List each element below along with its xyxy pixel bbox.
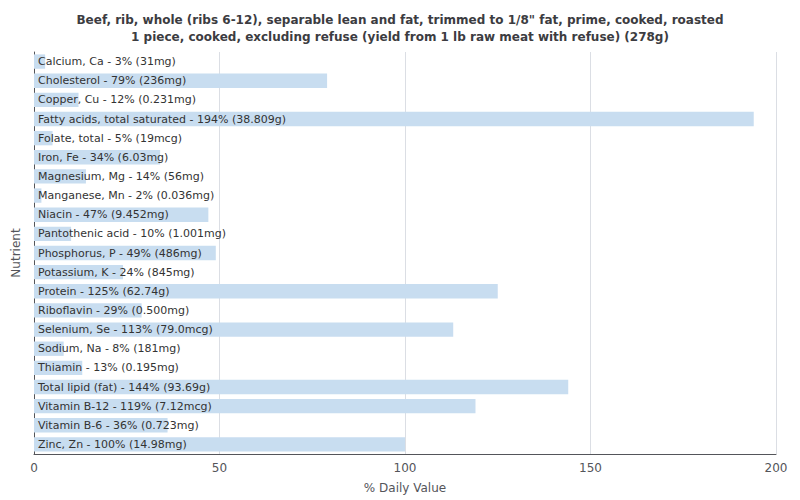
svg-text:0: 0 [30, 461, 38, 475]
svg-text:Phosphorus, P - 49% (486mg): Phosphorus, P - 49% (486mg) [38, 247, 202, 260]
svg-text:% Daily Value: % Daily Value [364, 481, 446, 495]
svg-text:Vitamin B-12 - 119% (7.12mcg): Vitamin B-12 - 119% (7.12mcg) [38, 400, 212, 413]
svg-text:Iron, Fe - 34% (6.03mg): Iron, Fe - 34% (6.03mg) [38, 151, 168, 164]
svg-text:Riboflavin - 29% (0.500mg): Riboflavin - 29% (0.500mg) [38, 304, 189, 317]
svg-text:Pantothenic acid - 10% (1.001m: Pantothenic acid - 10% (1.001mg) [38, 227, 226, 240]
svg-text:Vitamin B-6 - 36% (0.723mg): Vitamin B-6 - 36% (0.723mg) [38, 419, 199, 432]
svg-text:Selenium, Se - 113% (79.0mcg): Selenium, Se - 113% (79.0mcg) [38, 323, 213, 336]
svg-text:100: 100 [394, 461, 417, 475]
svg-text:200: 200 [765, 461, 788, 475]
svg-text:50: 50 [212, 461, 227, 475]
svg-text:Total lipid (fat) - 144% (93.6: Total lipid (fat) - 144% (93.69g) [37, 381, 210, 394]
svg-text:1 piece, cooked, excluding ref: 1 piece, cooked, excluding refuse (yield… [131, 30, 669, 44]
svg-text:Beef, rib, whole (ribs 6-12),: Beef, rib, whole (ribs 6-12), separable … [76, 13, 723, 27]
svg-text:Thiamin - 13% (0.195mg): Thiamin - 13% (0.195mg) [37, 361, 179, 374]
svg-text:Cholesterol - 79% (236mg): Cholesterol - 79% (236mg) [38, 74, 186, 87]
svg-text:Magnesium, Mg - 14% (56mg): Magnesium, Mg - 14% (56mg) [38, 170, 204, 183]
svg-text:Potassium, K - 24% (845mg): Potassium, K - 24% (845mg) [38, 266, 195, 279]
svg-text:Niacin - 47% (9.452mg): Niacin - 47% (9.452mg) [38, 208, 169, 221]
svg-text:Folate, total - 5% (19mcg): Folate, total - 5% (19mcg) [38, 132, 182, 145]
svg-text:Fatty acids, total saturated -: Fatty acids, total saturated - 194% (38.… [38, 113, 286, 126]
svg-text:Protein - 125% (62.74g): Protein - 125% (62.74g) [38, 285, 170, 298]
svg-text:Manganese, Mn - 2% (0.036mg): Manganese, Mn - 2% (0.036mg) [38, 189, 214, 202]
svg-text:Zinc, Zn - 100% (14.98mg): Zinc, Zn - 100% (14.98mg) [38, 438, 187, 451]
svg-text:Nutrient: Nutrient [9, 228, 23, 278]
svg-text:Sodium, Na - 8% (181mg): Sodium, Na - 8% (181mg) [38, 342, 181, 355]
svg-text:Copper, Cu - 12% (0.231mg): Copper, Cu - 12% (0.231mg) [38, 93, 196, 106]
svg-text:150: 150 [579, 461, 602, 475]
svg-text:Calcium, Ca - 3% (31mg): Calcium, Ca - 3% (31mg) [38, 55, 176, 68]
